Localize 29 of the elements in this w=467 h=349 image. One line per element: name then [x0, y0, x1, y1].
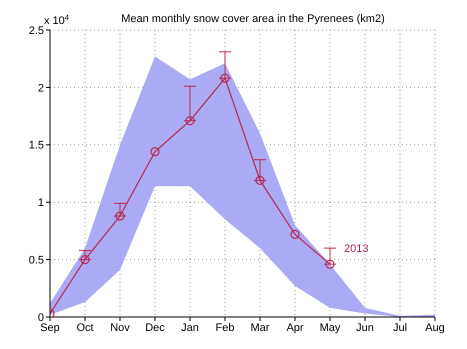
x-tick-label: Mar: [250, 322, 270, 334]
x-tick-label: Nov: [110, 322, 130, 334]
y-tick-label: 1: [38, 197, 44, 210]
x-tick-label: Jun: [356, 322, 374, 334]
x-tick-label: Oct: [76, 322, 94, 334]
axis-multiplier: x 10$^{4}$: [44, 12, 70, 27]
point: [80, 255, 90, 264]
point: [220, 74, 230, 83]
point: [290, 230, 300, 239]
chart-title: Mean monthly snow cover area in the Pyrenees (km2): [121, 13, 385, 25]
x-tick-label: May: [320, 322, 341, 334]
point: [115, 211, 125, 221]
y-tick-label: 2: [38, 82, 44, 94]
y-tick-label: 1.5: [28, 140, 44, 152]
point: [185, 116, 195, 126]
x-tick-label: Jan: [181, 322, 199, 334]
y-tick-label: 2.5: [28, 24, 44, 37]
x-tick-label: Apr: [286, 322, 304, 334]
point: [325, 260, 335, 269]
point: [150, 147, 160, 156]
x-tick-label: Dec: [145, 322, 166, 334]
x-tick-label: Feb: [216, 322, 234, 334]
x-tick-label: Jul: [392, 322, 408, 334]
y-tick-label: 0: [38, 312, 44, 324]
point: [255, 176, 265, 185]
x-tick-label: Sep: [40, 322, 60, 334]
series-label: 2013: [344, 243, 368, 256]
x-tick-label: Aug: [425, 322, 445, 334]
y-tick-label: 0.5: [28, 254, 44, 267]
